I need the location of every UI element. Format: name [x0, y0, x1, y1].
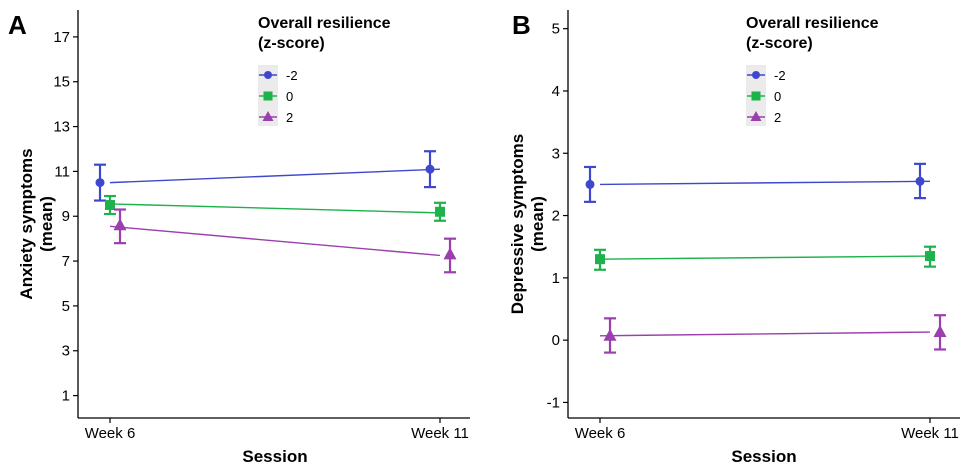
y-tick-label: 13 — [53, 119, 70, 136]
legend-label: -2 — [286, 68, 298, 83]
legend-label: 0 — [286, 89, 293, 104]
y-tick-label: -1 — [547, 394, 560, 411]
series-2 — [594, 245, 936, 271]
fit-line — [109, 225, 441, 257]
legend-label: 2 — [774, 110, 781, 125]
series-3 — [109, 208, 457, 274]
x-axis-title: Session — [731, 447, 796, 465]
y-tick-label: 3 — [62, 343, 70, 360]
legend: Overall resilience (z-score) -2 0 2 — [258, 15, 391, 126]
data-point — [435, 206, 445, 217]
x-tick-label: Week 6 — [85, 425, 136, 442]
y-tick-label: 5 — [62, 298, 70, 315]
y-axis-title: Depressive symptoms(mean) — [508, 134, 547, 314]
legend-label: -2 — [774, 68, 786, 83]
y-tick-label: 1 — [552, 270, 560, 287]
y-tick-label: 0 — [552, 332, 560, 349]
legend-title: Overall resilience — [746, 15, 879, 32]
data-point — [585, 179, 595, 189]
y-tick-label: 9 — [62, 208, 70, 225]
legend-key-marker — [751, 91, 761, 101]
series-1 — [584, 162, 931, 203]
data-point — [105, 200, 115, 211]
data-point — [113, 218, 127, 231]
legend-key-marker — [263, 91, 273, 101]
y-tick-label: 4 — [552, 83, 560, 100]
legend-key-marker — [752, 71, 760, 79]
data-point — [595, 254, 605, 265]
legend-title: Overall resilience — [258, 15, 391, 32]
legend-title: (z-score) — [258, 35, 325, 52]
data-point — [915, 176, 925, 186]
x-tick-label: Week 6 — [575, 425, 626, 442]
legend-key-marker — [264, 71, 272, 79]
legend-label: 2 — [286, 110, 293, 125]
legend: Overall resilience (z-score) -2 0 2 — [746, 15, 879, 126]
panel-letter: B — [512, 10, 531, 40]
fit-line — [599, 331, 931, 337]
x-axis-title: Session — [242, 447, 307, 465]
data-point — [425, 164, 435, 174]
y-axis-title-line1: Depressive symptoms — [508, 134, 527, 314]
fit-line — [109, 168, 441, 184]
legend-title: (z-score) — [746, 35, 813, 52]
data-point — [603, 328, 617, 341]
fit-line — [599, 255, 931, 260]
fit-line — [599, 180, 931, 186]
y-tick-label: 2 — [552, 208, 560, 225]
legend-key-marker — [262, 111, 274, 121]
series-2 — [104, 194, 446, 222]
x-tick-label: Week 11 — [901, 425, 959, 442]
y-tick-label: 11 — [54, 163, 70, 180]
y-tick-label: 3 — [552, 145, 560, 162]
legend-key-marker — [750, 111, 762, 121]
y-axis-title-line2: (mean) — [528, 196, 547, 252]
y-tick-label: 17 — [53, 29, 70, 46]
y-axis-title-line2: (mean) — [37, 196, 56, 252]
y-tick-label: 15 — [53, 74, 70, 91]
y-tick-label: 7 — [62, 253, 70, 270]
data-point — [95, 178, 105, 188]
data-point — [933, 325, 947, 338]
y-tick-label: 1 — [62, 388, 70, 405]
data-point — [443, 247, 457, 260]
x-tick-label: Week 11 — [411, 425, 469, 442]
fit-line — [109, 203, 441, 214]
y-axis-title: Anxiety symptoms(mean) — [17, 148, 56, 299]
series-1 — [94, 150, 441, 202]
y-tick-label: 5 — [552, 21, 560, 38]
data-point — [925, 251, 935, 262]
series-3 — [599, 314, 947, 354]
y-axis-title-line1: Anxiety symptoms — [17, 148, 36, 299]
panel-b: B -1 0 1 2 3 4 5 Week 6 Week 11 Session Depressive … — [508, 10, 960, 465]
legend-label: 0 — [774, 89, 781, 104]
panel-letter: A — [8, 10, 27, 40]
